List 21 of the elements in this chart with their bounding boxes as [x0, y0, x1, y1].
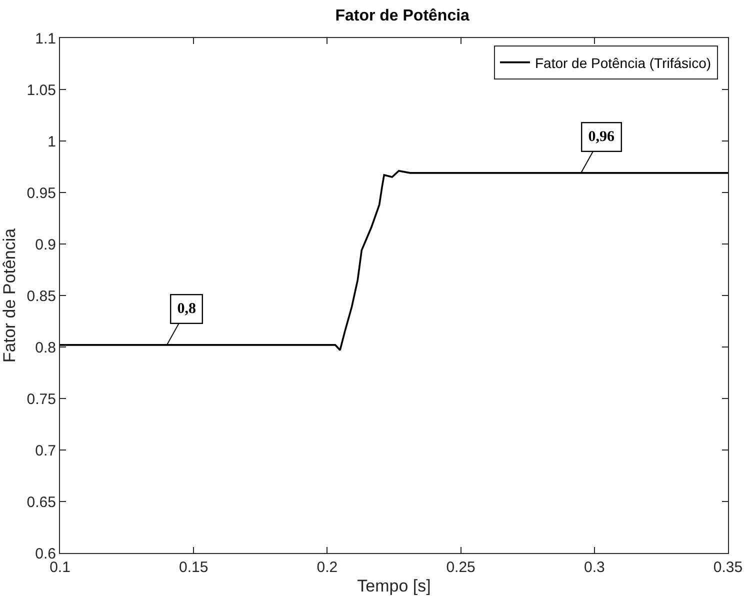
y-tick-label: 0.75: [26, 390, 56, 408]
x-tick-label: 0.2: [316, 559, 338, 576]
y-tick-label: 0.8: [35, 339, 56, 356]
x-tick-label: 0.3: [584, 559, 605, 576]
y-tick-label: 0.95: [26, 184, 56, 202]
y-tick-label: 0.85: [26, 288, 56, 305]
annotation: 0,8: [177, 301, 196, 318]
y-axis-title: Fator de Potência: [0, 228, 19, 363]
y-tick-label: 0.65: [26, 494, 56, 511]
x-tick-label: 0.35: [713, 559, 743, 576]
y-tick-label: 1.05: [26, 82, 56, 99]
x-tick-label: 0.15: [179, 559, 208, 576]
y-tick-label: 0.7: [35, 442, 56, 460]
legend-label: Fator de Potência (Trifásico): [534, 54, 712, 71]
y-tick-label: 1: [48, 133, 56, 150]
chart-title: Fator de Potência: [335, 7, 470, 24]
x-axis-title: Tempo [s]: [357, 576, 431, 596]
x-tick-label: 0.25: [446, 559, 476, 576]
annotation: 0,96: [588, 129, 615, 146]
y-tick-label: 1.1: [35, 30, 56, 48]
y-tick-label: 0.9: [35, 236, 56, 254]
